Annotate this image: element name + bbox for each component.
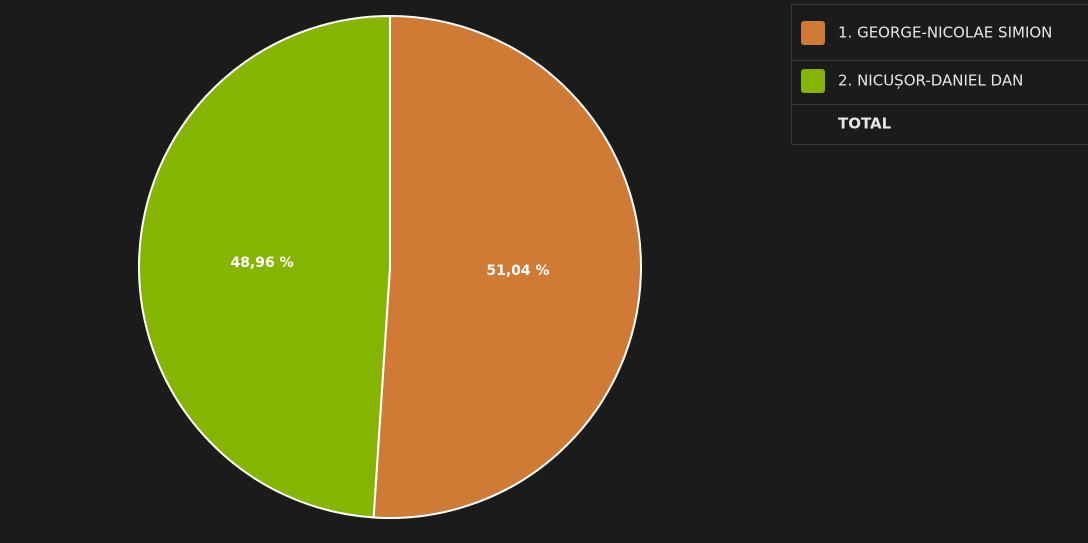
legend-box [791,4,1088,145]
legend-total: TOTAL [838,115,892,133]
pie-slice [372,14,642,519]
legend-swatch [801,69,825,93]
legend-label: 2. NICUȘOR-DANIEL DAN [838,72,1023,90]
pie-slice [138,14,391,519]
legend-label: 1. GEORGE-NICOLAE SIMION [838,24,1052,42]
slice-label: 51,04 % [486,263,549,279]
slice-label: 48,96 % [230,255,293,271]
legend-swatch [801,21,825,45]
